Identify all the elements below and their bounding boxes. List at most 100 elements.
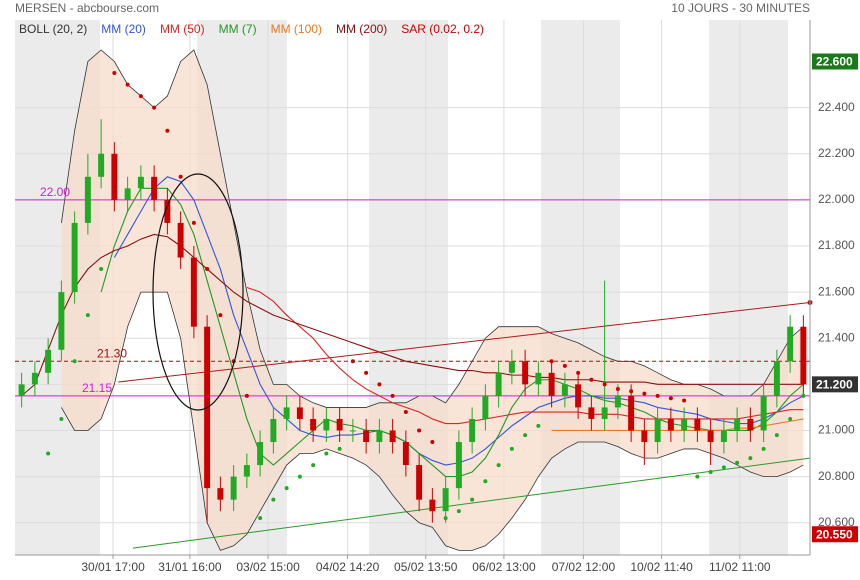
candle-body (734, 418, 741, 431)
trend-line (132, 457, 811, 549)
candle-body (800, 326, 807, 385)
candle-body (641, 430, 648, 443)
y-tick-label: 22.200 (818, 146, 855, 160)
x-tick-label: 06/02 13:00 (472, 560, 536, 574)
candle-body (310, 418, 317, 431)
y-tick-label: 20.600 (818, 515, 855, 529)
candle-body (654, 418, 661, 443)
candle-body (402, 442, 409, 466)
candle-body (614, 395, 621, 408)
candle-body (667, 418, 674, 431)
legend-entry: SAR (0.02, 0.2) (401, 22, 484, 36)
y-tick-label: 20.800 (818, 469, 855, 483)
candle-body (681, 418, 688, 431)
candle-body (469, 418, 476, 443)
sar-dot (377, 382, 382, 387)
bollinger-lower (61, 291, 804, 551)
x-tick-label: 10/02 11:40 (630, 560, 693, 574)
candle-body (164, 199, 171, 223)
legend-entry: MM (7) (219, 22, 257, 36)
sar-dot (59, 416, 64, 421)
y-tick-label: 22.000 (818, 192, 855, 206)
candle-body (561, 384, 568, 396)
y-tick-label: 22.400 (818, 100, 855, 114)
legend-entry: MM (50) (160, 22, 205, 36)
candle-body (760, 395, 767, 431)
sar-dot (112, 71, 117, 76)
sar-dot (536, 423, 541, 428)
price-marker-label: 20.550 (816, 527, 853, 541)
candle-body (588, 407, 595, 419)
sar-dot (178, 174, 183, 179)
sar-dot (430, 440, 435, 445)
y-tick-label: 21.600 (818, 284, 855, 298)
sar-dot (761, 446, 766, 451)
sar-dot (417, 428, 422, 433)
price-marker (812, 526, 858, 543)
sar-dot (258, 516, 263, 521)
sar-dot (324, 451, 329, 456)
sar-dot (496, 463, 501, 468)
sar-dot (271, 497, 276, 502)
candle-body (482, 395, 489, 419)
legend: BOLL (20, 2) MM (20) MM (50) MM (7) MM (100)… (19, 22, 484, 36)
y-tick-label: 21.800 (818, 238, 855, 252)
trend-line (118, 301, 811, 383)
sar-dot (311, 463, 316, 468)
sar-dot (85, 313, 90, 318)
sar-dot (390, 393, 395, 398)
legend-entry: BOLL (20, 2) (19, 22, 87, 36)
sar-dot (668, 396, 673, 401)
candle-body (84, 176, 91, 223)
bollinger-fill (61, 49, 804, 551)
sar-dot (205, 267, 210, 272)
candle-body (429, 499, 436, 512)
candle-body (217, 488, 224, 500)
candle-body (416, 465, 423, 500)
candle-body (376, 430, 383, 443)
candle-body (111, 153, 118, 200)
sar-dot (748, 456, 753, 461)
candle-body (389, 430, 396, 443)
sar-dot (629, 389, 634, 394)
candle-body (336, 418, 343, 431)
candle-body (177, 222, 184, 258)
sar-dot (562, 363, 567, 368)
sar-dot (138, 94, 143, 99)
sar-dot (615, 386, 620, 391)
plot-area: 22.00 21.30 21.15 (15, 20, 813, 555)
candle-body (787, 326, 794, 362)
sar-dot (788, 416, 793, 421)
legend-entry: MM (20) (101, 22, 146, 36)
candle-body (137, 176, 144, 189)
level-label: 21.15 (82, 381, 112, 395)
sar-dot (244, 393, 249, 398)
candle-body (323, 418, 330, 431)
candle-body (71, 222, 78, 293)
candle-body (442, 488, 449, 512)
candle-body (124, 188, 131, 200)
sar-dot (191, 220, 196, 225)
candle-body (243, 465, 250, 477)
candle-body (535, 372, 542, 385)
level-label: 22.00 (40, 185, 70, 199)
candle-body (58, 292, 65, 350)
sar-dot (456, 509, 461, 514)
sar-dot (549, 359, 554, 364)
candle-body (628, 395, 635, 431)
candle-body (707, 430, 714, 443)
candle-body (349, 430, 356, 432)
x-tick-label: 04/02 14:20 (316, 560, 380, 574)
candle-body (151, 176, 158, 200)
sar-dot (72, 359, 77, 364)
x-tick-label: 03/02 15:00 (236, 560, 300, 574)
candle-body (522, 361, 529, 385)
sar-dot (470, 497, 475, 502)
candle-body (296, 407, 303, 419)
sar-dot (523, 433, 528, 438)
sar-dot (337, 446, 342, 451)
chart-title: MERSEN - abcbourse.com (15, 1, 159, 15)
sar-dot (350, 359, 355, 364)
sar-dot (509, 446, 514, 451)
candle-body (257, 442, 264, 466)
